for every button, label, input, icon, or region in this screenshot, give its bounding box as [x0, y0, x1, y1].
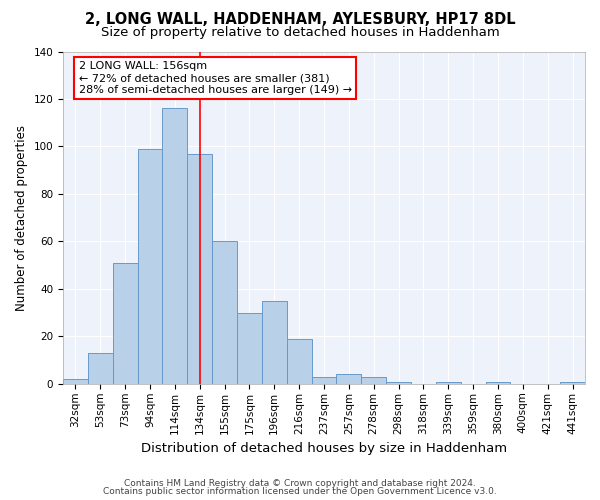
Bar	[212, 242, 237, 384]
Bar	[88, 353, 113, 384]
Text: 2, LONG WALL, HADDENHAM, AYLESBURY, HP17 8DL: 2, LONG WALL, HADDENHAM, AYLESBURY, HP17…	[85, 12, 515, 28]
Text: Contains public sector information licensed under the Open Government Licence v3: Contains public sector information licen…	[103, 487, 497, 496]
Bar	[113, 263, 137, 384]
Bar	[287, 339, 311, 384]
Bar	[137, 149, 163, 384]
Bar	[560, 382, 585, 384]
Text: 2 LONG WALL: 156sqm
← 72% of detached houses are smaller (381)
28% of semi-detac: 2 LONG WALL: 156sqm ← 72% of detached ho…	[79, 62, 352, 94]
Text: Contains HM Land Registry data © Crown copyright and database right 2024.: Contains HM Land Registry data © Crown c…	[124, 478, 476, 488]
Bar	[386, 382, 411, 384]
Bar	[485, 382, 511, 384]
Y-axis label: Number of detached properties: Number of detached properties	[15, 124, 28, 310]
X-axis label: Distribution of detached houses by size in Haddenham: Distribution of detached houses by size …	[141, 442, 507, 455]
Bar	[361, 377, 386, 384]
Text: Size of property relative to detached houses in Haddenham: Size of property relative to detached ho…	[101, 26, 499, 39]
Bar	[262, 301, 287, 384]
Bar	[311, 377, 337, 384]
Bar	[337, 374, 361, 384]
Bar	[237, 312, 262, 384]
Bar	[436, 382, 461, 384]
Bar	[163, 108, 187, 384]
Bar	[187, 154, 212, 384]
Bar	[63, 379, 88, 384]
